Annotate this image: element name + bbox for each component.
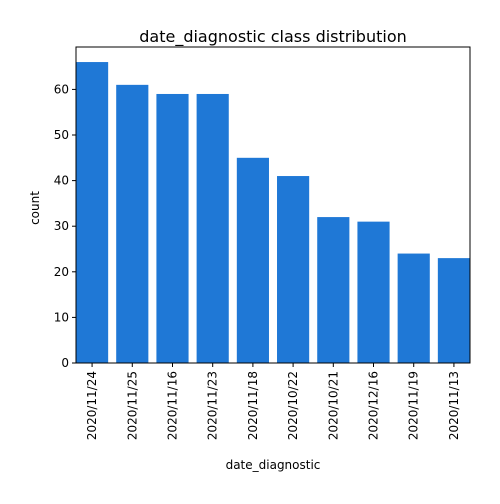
bar-2020-11-23 bbox=[196, 93, 229, 363]
y-tick-label: 60 bbox=[54, 82, 69, 96]
bar-2020-12-16 bbox=[357, 221, 390, 363]
x-tick-label: 2020/11/18 bbox=[246, 371, 260, 440]
y-tick-label: 50 bbox=[54, 128, 69, 142]
bar-2020-11-19 bbox=[397, 253, 430, 363]
x-tick-label: 2020/11/24 bbox=[85, 371, 99, 440]
x-tick-label: 2020/12/16 bbox=[367, 371, 381, 440]
y-tick-label: 20 bbox=[54, 265, 69, 279]
x-tick-label: 2020/11/13 bbox=[447, 371, 461, 440]
y-axis-label: count bbox=[28, 191, 42, 225]
x-tick-label: 2020/11/25 bbox=[125, 371, 139, 440]
y-tick-label: 10 bbox=[54, 310, 69, 324]
bar-2020-11-18 bbox=[236, 157, 269, 363]
y-tick-label: 30 bbox=[54, 219, 69, 233]
y-tick-label: 0 bbox=[61, 356, 69, 370]
plot-area-frame bbox=[75, 46, 471, 364]
x-tick-label: 2020/11/23 bbox=[206, 371, 220, 440]
bars-layer bbox=[76, 62, 470, 364]
x-axis-label: date_diagnostic bbox=[226, 458, 321, 472]
x-tick-label: 2020/11/16 bbox=[165, 371, 179, 440]
bar-2020-10-21 bbox=[317, 217, 350, 363]
x-tick-label: 2020/11/19 bbox=[407, 371, 421, 440]
bar-2020-10-22 bbox=[277, 176, 310, 363]
bar-2020-11-25 bbox=[116, 84, 149, 363]
x-tick-label: 2020/10/21 bbox=[326, 371, 340, 440]
y-ticks: 0 10 20 30 40 50 60 bbox=[54, 82, 76, 370]
bar-2020-11-16 bbox=[156, 93, 189, 363]
chart-title: date_diagnostic class distribution bbox=[139, 27, 407, 47]
bar-2020-11-13 bbox=[437, 258, 470, 363]
x-ticks: 2020/11/24 2020/11/25 2020/11/16 2020/11/23… bbox=[85, 363, 461, 440]
y-tick-label: 40 bbox=[54, 174, 69, 188]
bar-2020-11-24 bbox=[76, 62, 109, 364]
x-tick-label: 2020/10/22 bbox=[286, 371, 300, 440]
